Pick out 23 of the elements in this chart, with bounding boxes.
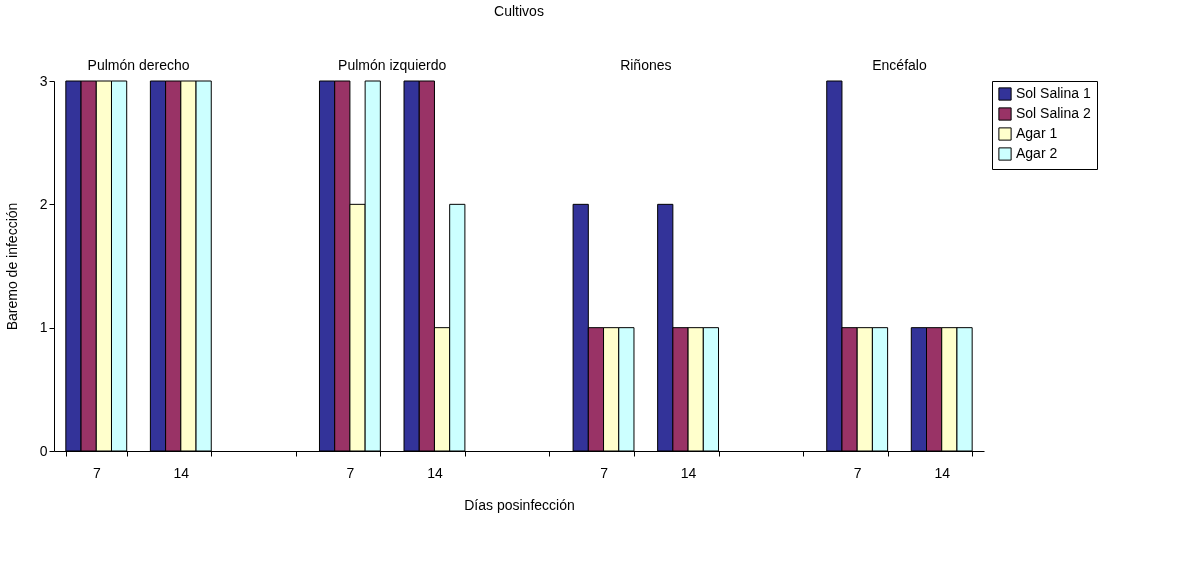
x-tick-label: 7 (346, 464, 355, 481)
y-axis-title: Baremo de infección (3, 202, 20, 331)
y-tick-label: 1 (39, 319, 48, 336)
x-tick-label: 14 (934, 464, 951, 481)
legend-label: Sol Salina 1 (1016, 85, 1091, 101)
text: Riñones (620, 57, 672, 73)
x-axis-title: Días posinfección (464, 496, 575, 513)
x-tick-label: 7 (92, 464, 101, 481)
legend-label: Agar 2 (1016, 145, 1058, 161)
text: Pulmón izquierdo (338, 57, 447, 73)
legend-label: Sol Salina 2 (1016, 105, 1091, 121)
text: Pulmón derecho (87, 57, 190, 73)
legend-label: Agar 1 (1016, 125, 1058, 141)
x-tick-label: 7 (853, 464, 862, 481)
chart-title: Cultivos (494, 3, 544, 19)
text: Encéfalo (872, 57, 927, 73)
y-tick-label: 2 (39, 195, 48, 212)
y-tick-label: 0 (39, 442, 48, 459)
x-tick-label: 14 (680, 464, 697, 481)
y-tick-label: 3 (39, 72, 48, 89)
x-tick-label: 14 (173, 464, 190, 481)
x-tick-label: 7 (600, 464, 609, 481)
x-tick-label: 14 (427, 464, 443, 481)
